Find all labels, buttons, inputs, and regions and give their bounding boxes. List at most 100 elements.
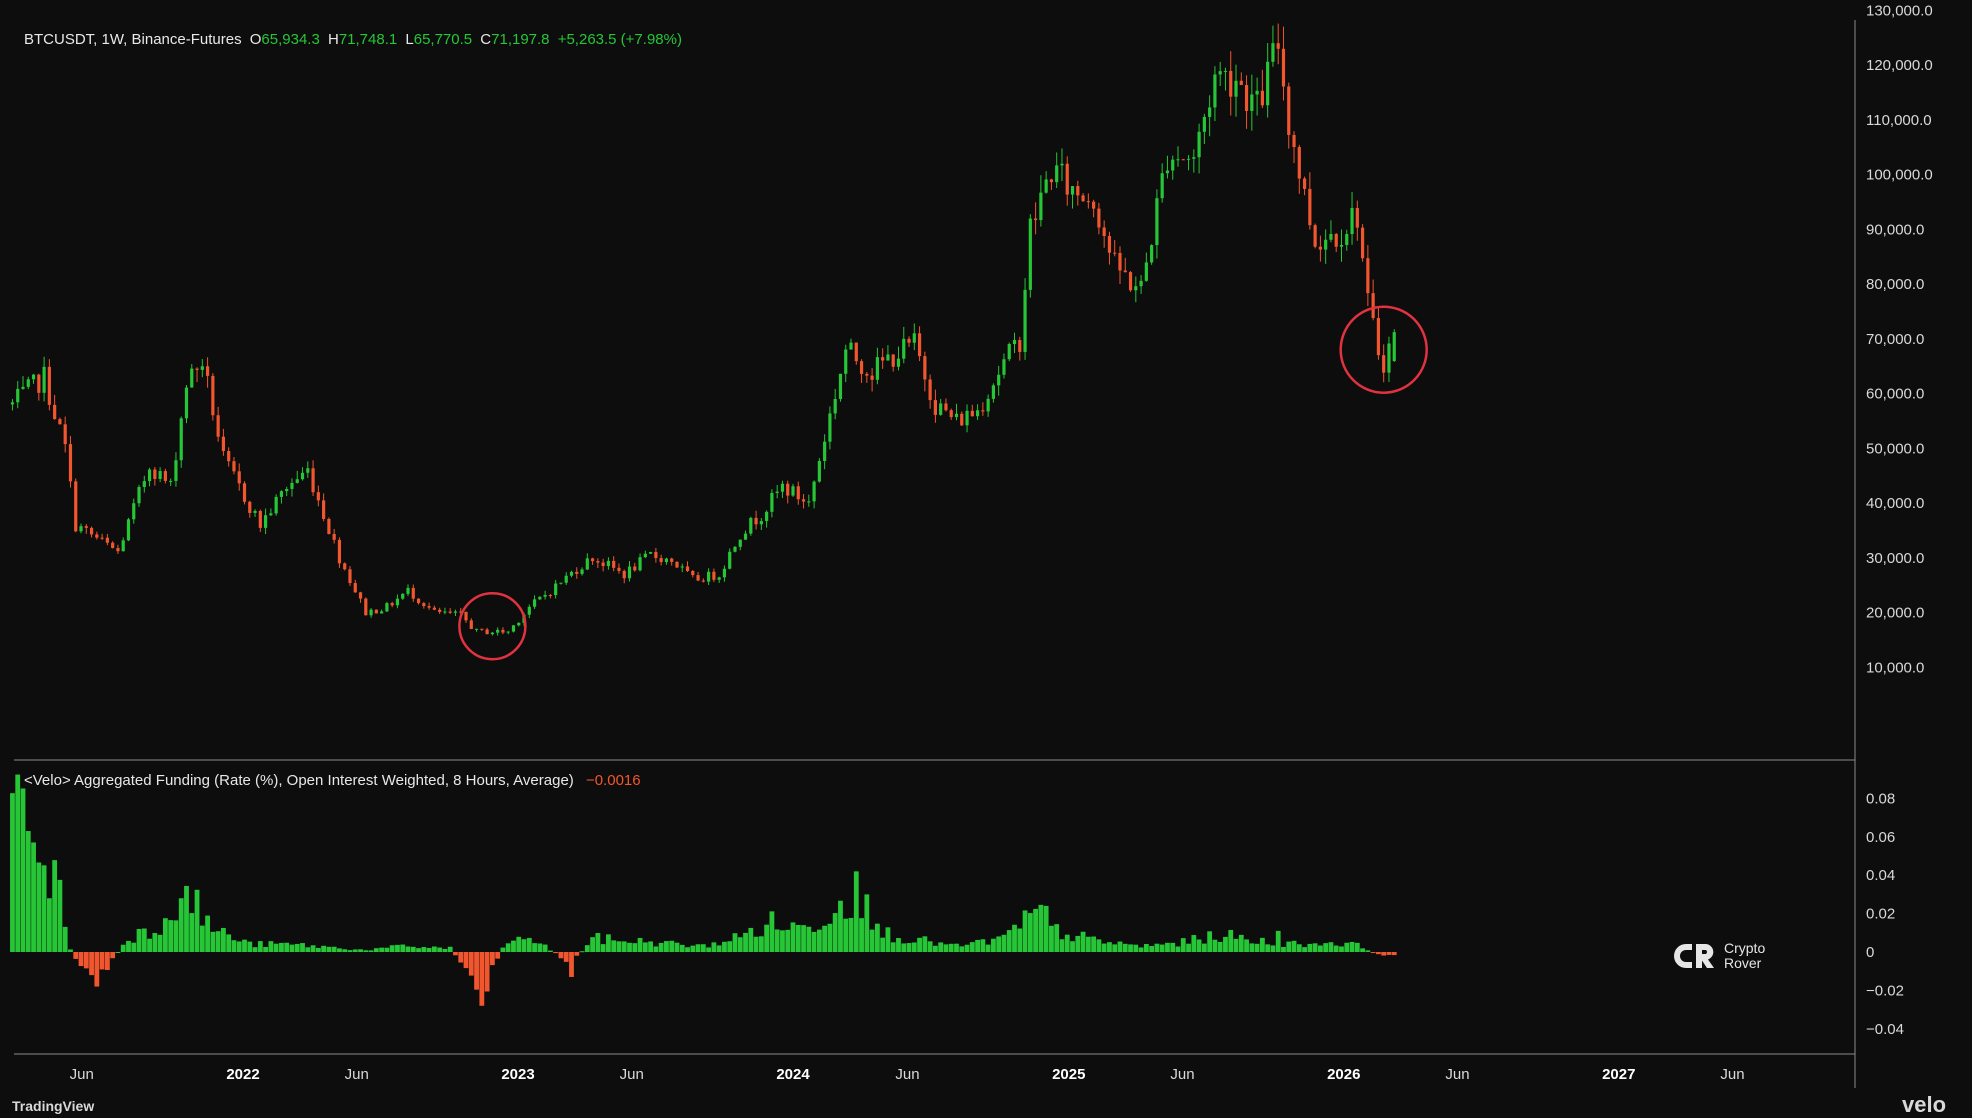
candle-body — [1313, 225, 1317, 247]
funding-bar — [236, 941, 242, 952]
candle-body — [216, 415, 220, 437]
tradingview-brand[interactable]: TradingView — [12, 1098, 95, 1114]
funding-bar — [1323, 943, 1329, 952]
price-tick-label: 20,000.0 — [1866, 605, 1924, 622]
funding-bar — [690, 945, 696, 952]
candle-body — [448, 611, 452, 613]
candle-body — [891, 354, 895, 367]
candle-body — [532, 599, 537, 607]
candle-body — [870, 375, 874, 380]
funding-bar — [368, 950, 374, 952]
candle-body — [147, 469, 152, 482]
funding-bar — [1165, 942, 1170, 952]
funding-bar — [226, 934, 232, 952]
funding-bar — [969, 942, 975, 952]
funding-bar — [15, 774, 21, 952]
candle-body — [854, 342, 858, 362]
symbol-label[interactable]: BTCUSDT, 1W, Binance-Futures — [24, 31, 242, 48]
candle-body — [490, 632, 494, 635]
high-label: H — [327, 31, 339, 48]
funding-bar — [932, 945, 938, 952]
candle-body — [791, 486, 795, 496]
candle-body — [1281, 48, 1286, 87]
funding-bar — [1112, 944, 1118, 952]
candle-body — [1092, 201, 1096, 209]
funding-bar — [664, 941, 669, 952]
candle-body — [733, 546, 737, 552]
funding-bar — [1270, 945, 1276, 952]
candle-body — [385, 603, 389, 612]
funding-bar — [31, 842, 36, 952]
funding-bar — [627, 942, 632, 952]
candle-body — [480, 628, 484, 630]
funding-bar — [1064, 934, 1070, 952]
funding-bar — [1170, 942, 1176, 952]
funding-bar — [695, 944, 701, 952]
funding-bar — [1207, 931, 1213, 952]
funding-bar — [700, 944, 706, 952]
candle-body — [248, 501, 252, 513]
funding-bar — [321, 945, 327, 952]
funding-bar — [458, 952, 464, 963]
funding-bar — [1212, 939, 1218, 952]
funding-bar — [521, 939, 527, 952]
funding-bar — [300, 943, 305, 952]
funding-bar — [1249, 943, 1255, 952]
funding-bar — [511, 940, 516, 952]
funding-bar — [131, 942, 137, 952]
candle-body — [211, 375, 215, 416]
funding-bar — [922, 936, 928, 952]
funding-bar — [352, 949, 358, 952]
funding-bar — [141, 928, 147, 952]
funding-bar — [1201, 943, 1207, 952]
funding-tick-label: 0.08 — [1866, 790, 1895, 807]
candle-body — [743, 533, 748, 540]
funding-bar — [189, 913, 195, 952]
funding-bar — [315, 947, 321, 952]
time-axis[interactable]: Jun 2022 Jun 2023 Jun 2024 Jun 2025 Jun 2026 Jun 20… — [70, 1066, 1745, 1083]
candle-body — [754, 517, 758, 525]
funding-bar — [178, 898, 184, 952]
candle-body — [1234, 80, 1238, 97]
candle-body — [1223, 70, 1228, 72]
candle-body — [274, 496, 278, 514]
candle-body — [707, 571, 711, 582]
candle-body — [232, 461, 236, 472]
funding-bar — [743, 932, 748, 952]
candle-body — [322, 500, 326, 519]
velo-brand: velo — [1902, 1092, 1947, 1117]
funding-bar — [1391, 952, 1397, 956]
funding-bar — [489, 952, 495, 966]
candle-body — [506, 631, 510, 633]
funding-bar — [1376, 952, 1381, 955]
candle-body — [253, 510, 257, 513]
candle-body — [1350, 208, 1354, 235]
funding-bar — [1107, 942, 1112, 952]
candle-body — [596, 561, 600, 563]
funding-bar — [795, 925, 801, 952]
candle-body — [169, 480, 173, 482]
funding-bar — [1149, 945, 1155, 952]
funding-bar — [584, 945, 590, 952]
funding-bar — [279, 942, 284, 952]
funding-bar — [753, 936, 759, 952]
funding-bar — [679, 944, 685, 952]
candle-body — [823, 441, 827, 461]
funding-bar — [542, 944, 548, 952]
funding-bar — [569, 952, 574, 977]
candle-body — [643, 553, 647, 558]
candle-body — [1297, 147, 1301, 179]
funding-bar — [1012, 924, 1017, 952]
funding-bar — [1101, 943, 1107, 952]
funding-bar — [516, 936, 522, 952]
funding-bar — [1091, 936, 1097, 952]
indicator-title[interactable]: <Velo> Aggregated Funding (Rate (%), Ope… — [24, 772, 574, 789]
funding-bar — [1333, 945, 1339, 952]
funding-bar — [83, 952, 89, 969]
close-value: 71,197.8 — [491, 31, 550, 48]
candle-body — [116, 547, 120, 552]
funding-bar — [537, 943, 543, 952]
funding-bar — [36, 862, 42, 952]
funding-bar — [25, 831, 31, 952]
funding-bar — [400, 944, 406, 952]
